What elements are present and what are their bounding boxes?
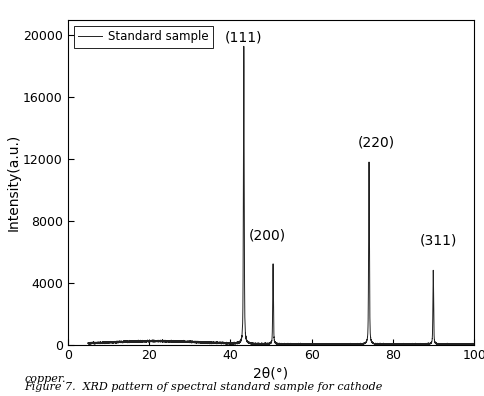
Text: (311): (311) xyxy=(420,233,457,247)
Standard sample xyxy=(259,342,265,347)
Text: (200): (200) xyxy=(249,228,287,242)
Standard sample xyxy=(466,342,472,346)
Standard sample xyxy=(470,342,476,347)
Text: (220): (220) xyxy=(357,136,394,150)
Standard sample xyxy=(421,341,426,346)
Text: (111): (111) xyxy=(225,30,262,44)
Line: Standard sample: Standard sample xyxy=(88,46,474,345)
Standard sample xyxy=(471,342,477,347)
Standard sample xyxy=(85,341,91,345)
Legend: Standard sample: Standard sample xyxy=(74,26,213,48)
Text: Figure 7.  XRD pattern of spectral standard sample for cathode: Figure 7. XRD pattern of spectral standa… xyxy=(24,382,382,392)
Y-axis label: Intensity(a.u.): Intensity(a.u.) xyxy=(6,133,20,231)
Standard sample xyxy=(432,338,438,343)
Text: copper.: copper. xyxy=(24,374,66,384)
Standard sample xyxy=(332,342,337,347)
Standard sample xyxy=(241,44,247,49)
X-axis label: 2θ(°): 2θ(°) xyxy=(254,367,288,381)
